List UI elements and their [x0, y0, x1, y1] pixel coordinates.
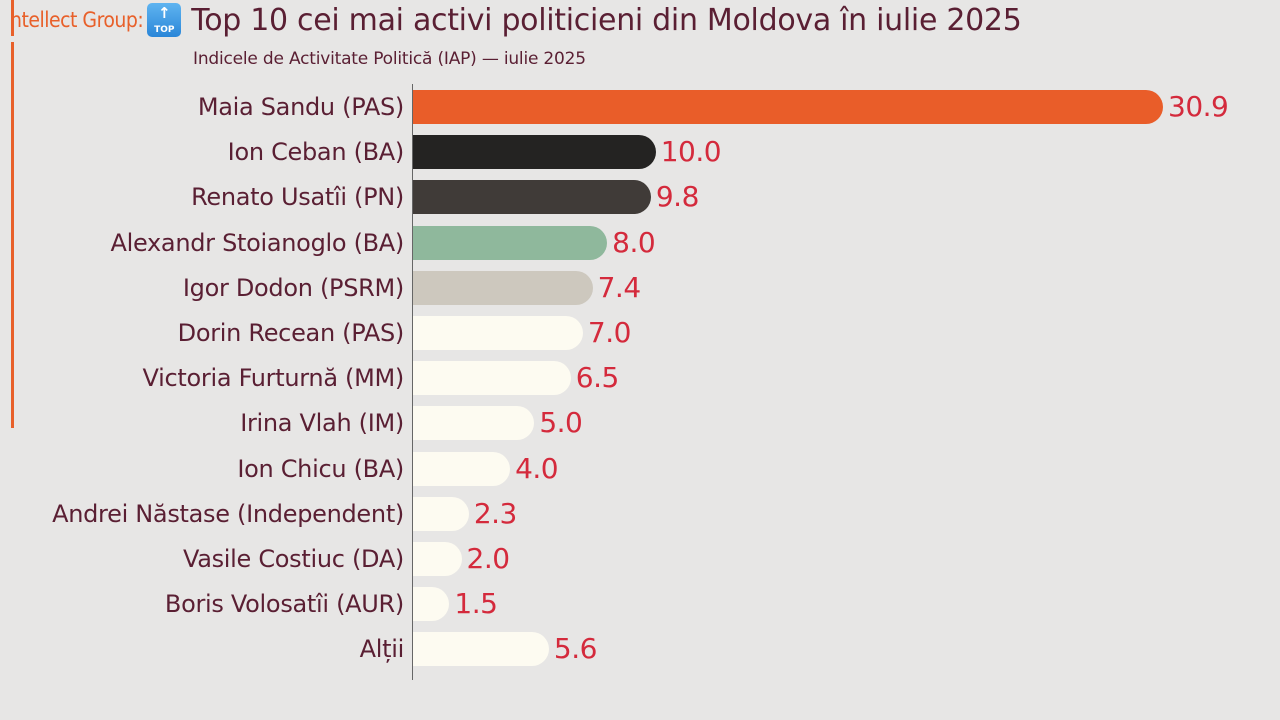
- category-label: Maia Sandu (PAS): [197, 93, 404, 121]
- bar: [413, 316, 583, 350]
- category-label: Alexandr Stoianoglo (BA): [110, 228, 404, 257]
- value-label: 5.0: [539, 406, 583, 440]
- value-label: 7.4: [597, 270, 642, 304]
- category-label: Igor Dodon (PSRM): [182, 273, 404, 302]
- bar: [413, 542, 462, 576]
- bar: [413, 225, 608, 260]
- value-label: 8.0: [612, 225, 656, 259]
- bar: [413, 632, 549, 667]
- category-label: Vasile Costiuc (DA): [182, 545, 404, 573]
- category-label: Victoria Furturnă (MM): [142, 364, 405, 393]
- bar: [413, 406, 535, 441]
- accent-line-left: [11, 42, 14, 428]
- bar: [413, 90, 1163, 124]
- chart-title: Top 10 cei mai activi politicieni din Mo…: [191, 2, 1022, 38]
- value-label: 4.0: [515, 451, 559, 485]
- category-label: Dorin Recean (PAS): [177, 319, 405, 347]
- category-label: Boris Volosatîi (AUR): [164, 590, 404, 619]
- category-label: Ion Chicu (BA): [237, 454, 404, 483]
- value-label: 9.8: [655, 180, 700, 214]
- bar: [413, 135, 656, 170]
- bar: [413, 270, 593, 305]
- value-label: 5.6: [553, 632, 598, 666]
- brand-label: ntellect Group:: [10, 8, 144, 32]
- category-label: Renato Usatîi (PN): [191, 183, 404, 212]
- chart-subtitle: Indicele de Activitate Politică (IAP) — …: [193, 49, 586, 69]
- bar: [413, 451, 511, 486]
- bar: [413, 496, 469, 531]
- y-axis-line: [412, 84, 413, 680]
- bar: [413, 361, 571, 396]
- value-label: 30.9: [1168, 90, 1229, 123]
- value-label: 2.0: [466, 542, 511, 575]
- value-label: 6.5: [575, 361, 620, 395]
- value-label: 1.5: [454, 587, 498, 621]
- category-label: Andrei Năstase (Independent): [52, 499, 404, 528]
- category-label: Alții: [359, 635, 405, 664]
- accent-line-top: [11, 0, 14, 36]
- value-label: 10.0: [660, 135, 722, 169]
- category-label: Ion Ceban (BA): [227, 138, 405, 167]
- bar: [413, 180, 651, 215]
- top-arrow-icon: ↑ TOP: [147, 3, 182, 37]
- category-label: Irina Vlah (IM): [240, 409, 404, 438]
- value-label: 7.0: [587, 316, 632, 349]
- bar: [413, 587, 450, 622]
- title-row: ntellect Group: ↑ TOP Top 10 cei mai acti…: [10, 0, 1022, 40]
- value-label: 2.3: [473, 496, 518, 530]
